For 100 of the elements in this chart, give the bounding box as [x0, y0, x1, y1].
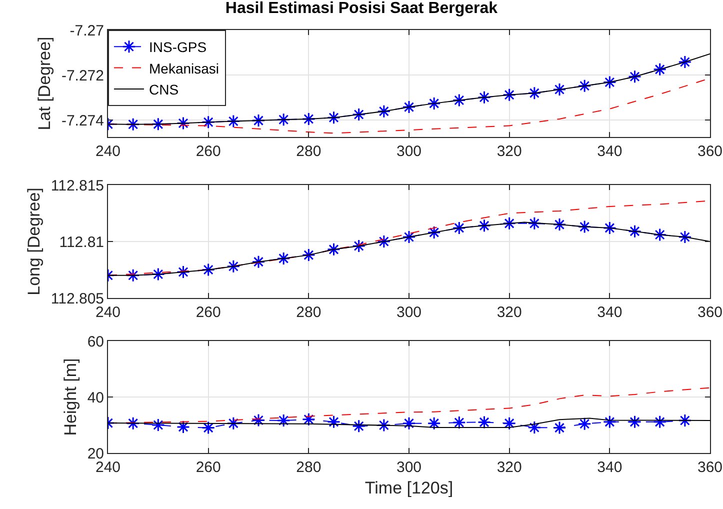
point	[427, 96, 441, 110]
point	[252, 413, 266, 427]
point	[202, 263, 216, 276]
x-tick-label: 340	[597, 304, 622, 321]
point	[528, 420, 542, 434]
point	[151, 418, 165, 432]
point	[176, 265, 190, 279]
point	[252, 114, 266, 128]
y-tick-label: -7.27	[70, 22, 104, 40]
y-tick-label: 112.81	[59, 234, 104, 251]
point	[452, 416, 466, 430]
point	[151, 268, 165, 282]
x-tick-label: 320	[496, 143, 522, 160]
legend-label: Mekanisasi	[149, 60, 220, 76]
point	[578, 417, 592, 431]
x-tick-label: 260	[196, 143, 221, 160]
point	[126, 118, 140, 132]
point	[452, 221, 466, 235]
point	[302, 412, 316, 426]
point	[502, 88, 516, 102]
point	[226, 260, 240, 274]
point	[653, 62, 667, 76]
point	[552, 218, 566, 232]
point	[578, 79, 592, 93]
point	[552, 421, 566, 435]
point	[276, 252, 290, 266]
legend-label: INS-GPS	[149, 39, 207, 56]
point	[402, 100, 416, 114]
y-tick-label: -7.274	[61, 112, 104, 130]
line-series	[108, 418, 710, 428]
x-tick-label: 300	[396, 459, 422, 476]
y-tick-label: 60	[87, 333, 104, 350]
x-tick-label: 280	[296, 304, 322, 321]
y-axis-title: Lat [Degree]	[35, 36, 54, 130]
x-tick-label: 360	[697, 459, 723, 476]
point	[552, 82, 566, 96]
x-tick-label: 300	[396, 143, 422, 160]
point	[377, 418, 391, 432]
point	[151, 117, 165, 131]
x-tick-label: 260	[196, 304, 221, 321]
point	[602, 221, 616, 235]
point	[402, 416, 416, 430]
point	[352, 108, 366, 122]
x-tick-label: 360	[697, 143, 723, 160]
point	[678, 55, 692, 69]
point	[377, 104, 391, 118]
point	[602, 415, 616, 429]
point	[478, 415, 491, 429]
point	[352, 419, 366, 433]
point	[202, 115, 216, 129]
point	[327, 415, 340, 429]
point	[427, 226, 441, 240]
point	[628, 415, 642, 429]
point	[602, 76, 616, 90]
x-tick-label: 340	[597, 459, 622, 476]
point	[578, 220, 592, 234]
point	[352, 239, 366, 253]
line-series	[108, 222, 710, 276]
x-tick-label: 240	[95, 143, 121, 160]
point	[302, 248, 316, 262]
y-axis-title: Long [Degree]	[24, 188, 44, 296]
point	[427, 416, 441, 430]
x-tick-label: 300	[396, 304, 422, 321]
point	[528, 86, 542, 100]
x-tick-label: 320	[496, 459, 522, 476]
point	[678, 230, 692, 244]
x-tick-label: 260	[196, 459, 221, 476]
chart-title: Hasil Estimasi Posisi Saat Bergerak	[225, 0, 498, 17]
point	[327, 242, 340, 256]
point	[628, 70, 642, 84]
point	[452, 94, 466, 108]
point	[126, 416, 140, 430]
x-tick-label: 340	[597, 143, 622, 160]
legend-label: CNS	[149, 81, 179, 98]
x-tick-label: 320	[496, 304, 522, 321]
x-tick-label: 280	[296, 143, 322, 160]
point	[276, 414, 290, 428]
point	[327, 110, 340, 124]
point	[276, 112, 290, 126]
point	[126, 268, 140, 282]
point	[653, 228, 667, 242]
point	[628, 224, 642, 238]
x-axis-title: Time [120s]	[364, 478, 454, 498]
point	[252, 255, 266, 269]
y-tick-label: 40	[87, 389, 104, 406]
point	[478, 90, 491, 104]
point	[377, 234, 391, 248]
point	[226, 114, 240, 128]
point	[302, 112, 316, 126]
point	[678, 414, 692, 428]
point	[176, 116, 190, 130]
y-axis-title: Height [m]	[60, 358, 80, 436]
point	[478, 218, 491, 232]
point	[502, 416, 516, 430]
y-tick-label: -7.272	[61, 67, 104, 84]
point	[528, 216, 542, 230]
point	[176, 420, 190, 434]
y-tick-label: 112.815	[50, 177, 104, 194]
x-tick-label: 360	[697, 304, 723, 321]
x-tick-label: 280	[296, 459, 322, 476]
